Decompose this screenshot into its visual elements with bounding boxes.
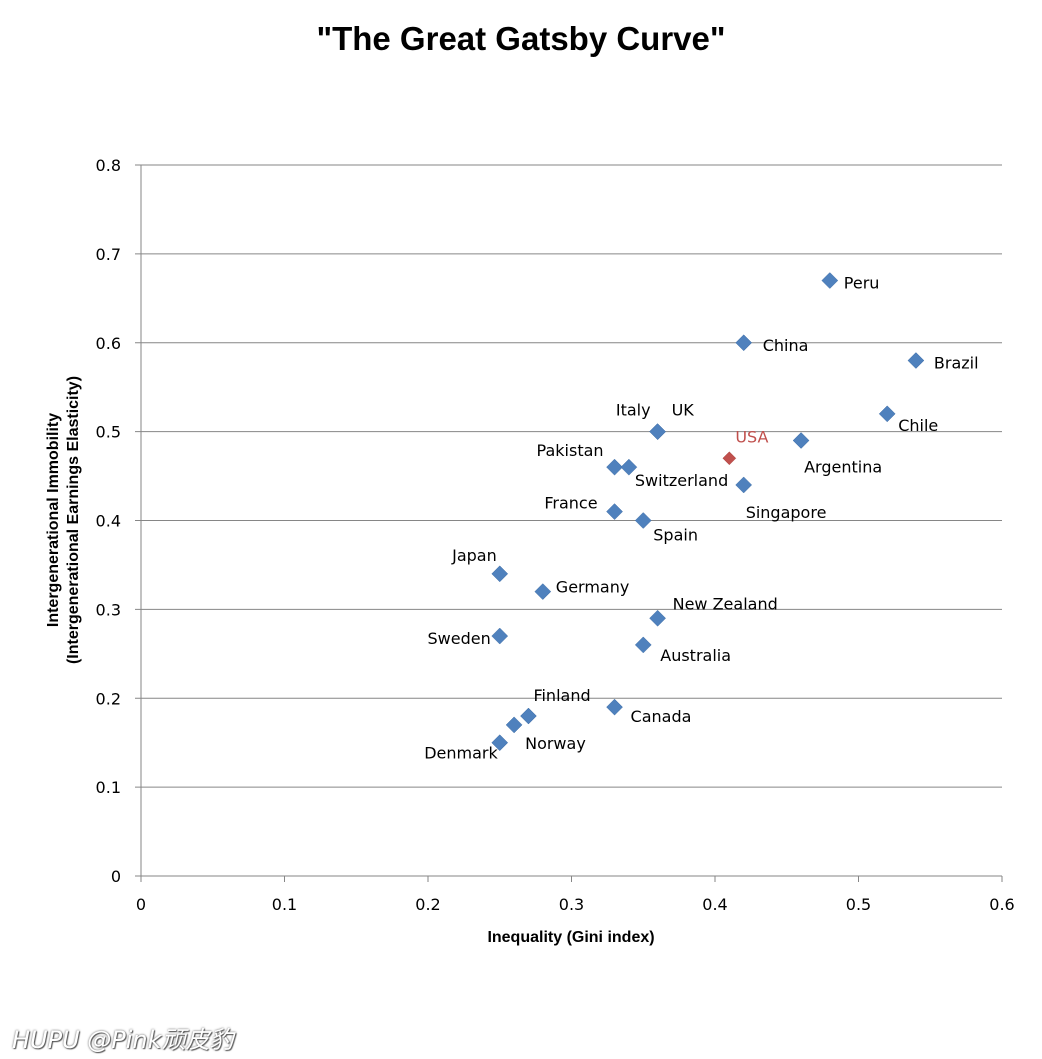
tick-labels: 0 0.1 0.2 0.3 0.4 0.5 0.6 0.7 0.8 0 0.1 0.2 0.3 0.4 0.… [96, 156, 1015, 914]
label-uk: UK [672, 401, 695, 420]
y-axis-label-line1: Intergenerational Immobility [45, 413, 62, 627]
point-finland [520, 707, 537, 725]
label-pakistan: Pakistan [537, 441, 604, 460]
point-peru [821, 272, 839, 289]
point-singapore [735, 476, 753, 494]
point-france [606, 503, 623, 520]
x-tick-label: 0.5 [846, 895, 871, 914]
point-new-zealand [649, 609, 666, 627]
label-brazil: Brazil [934, 354, 979, 373]
point-argentina [792, 432, 810, 449]
point-chile [878, 405, 896, 423]
point-brazil [907, 352, 925, 369]
label-germany: Germany [556, 578, 630, 597]
y-axis-label-line2: (Intergenerational Earnings Elasticity) [65, 376, 82, 664]
label-switzerland: Switzerland [635, 471, 728, 490]
point-japan [491, 565, 509, 583]
label-finland: Finland [533, 686, 590, 705]
point-denmark [491, 734, 509, 752]
y-tick-label: 0.7 [96, 245, 121, 264]
point-germany [534, 583, 552, 600]
x-tick-label: 0.3 [559, 895, 584, 914]
y-tick-label: 0.5 [96, 423, 121, 442]
label-china: China [763, 336, 809, 355]
y-tick-label: 0.6 [96, 334, 121, 353]
point-canada [606, 698, 623, 716]
y-tick-label: 0.4 [96, 512, 121, 531]
x-tick-label: 0.6 [989, 895, 1014, 914]
label-australia: Australia [660, 646, 731, 665]
label-spain: Spain [653, 526, 698, 545]
label-argentina: Argentina [804, 458, 882, 477]
chart-title: "The Great Gatsby Curve" [316, 20, 725, 57]
x-tick-label: 0.4 [702, 895, 727, 914]
label-singapore: Singapore [746, 503, 827, 522]
data-points [491, 272, 925, 752]
label-denmark: Denmark [424, 744, 498, 763]
point-sweden [491, 627, 509, 645]
point-italy [649, 423, 666, 440]
x-tick-label: 0.1 [272, 895, 297, 914]
point-australia [634, 636, 652, 654]
label-sweden: Sweden [428, 629, 491, 648]
label-chile: Chile [898, 416, 938, 435]
label-japan: Japan [451, 546, 497, 565]
point-usa [722, 451, 737, 466]
point-switzerland [620, 458, 638, 476]
label-italy: Italy [616, 401, 651, 420]
label-usa: USA [735, 427, 768, 446]
label-canada: Canada [631, 707, 692, 726]
x-axis-label: Inequality (Gini index) [487, 929, 654, 946]
point-china [735, 334, 753, 352]
gridlines [135, 164, 1003, 882]
y-tick-label: 0.8 [96, 156, 121, 175]
x-tick-label: 0.2 [415, 895, 440, 914]
y-tick-label: 0 [111, 867, 121, 886]
y-tick-label: 0.1 [96, 778, 121, 797]
y-tick-label: 0.2 [96, 689, 121, 708]
label-peru: Peru [844, 274, 880, 293]
point-spain [634, 512, 652, 529]
watermark: HUPU @Pink顽皮豹 [12, 1026, 234, 1054]
label-france: France [544, 494, 597, 513]
label-new-zealand: New Zealand [673, 594, 778, 613]
point-labels: Peru China Brazil Chile Argentina USA Singapor… [424, 274, 978, 763]
y-tick-label: 0.3 [96, 600, 121, 619]
point-norway [505, 716, 523, 734]
x-tick-label: 0 [136, 895, 146, 914]
point-pakistan [606, 458, 623, 476]
label-norway: Norway [525, 734, 586, 753]
